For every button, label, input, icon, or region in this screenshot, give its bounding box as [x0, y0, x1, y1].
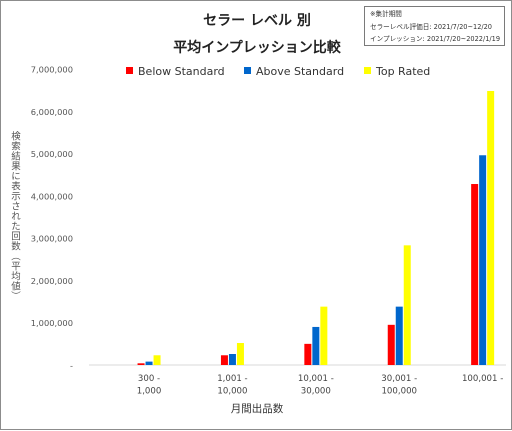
x-tick-label: 1,001 - [217, 374, 247, 384]
y-tick-label: 1,000,000 [31, 318, 73, 328]
legend-label-below-standard: Below Standard [138, 65, 225, 78]
chart-legend: Below Standard Above Standard Top Rated [1, 65, 512, 81]
bar [395, 306, 403, 365]
legend-label-top-rated: Top Rated [376, 65, 431, 78]
legend-item-below-standard: Below Standard [126, 65, 225, 78]
legend-swatch-top-rated [364, 67, 371, 74]
legend-swatch-above-standard [244, 67, 251, 74]
x-tick-label: 300 - [138, 374, 160, 384]
x-tick-label: 10,000 [217, 387, 247, 397]
bar [153, 355, 161, 365]
y-tick-label: 6,000,000 [31, 107, 73, 117]
x-tick-label: 1,000 [137, 387, 162, 397]
y-axis-title-wrap: 検索結果に表示された回数（平均値） [7, 131, 20, 301]
x-tick-label: 30,001 - [381, 374, 417, 384]
x-tick-label: 30,000 [301, 387, 331, 397]
y-tick-label: 3,000,000 [31, 234, 73, 244]
legend-item-above-standard: Above Standard [244, 65, 344, 78]
bar [479, 155, 487, 365]
bar [471, 184, 479, 365]
period-note: ※集計期間 セラーレベル評価日: 2021/7/20~12/20 インプレッショ… [364, 6, 505, 46]
y-tick-label: 7,000,000 [31, 65, 73, 75]
bar [387, 324, 395, 365]
bar [320, 306, 328, 365]
x-axis-title: 月間出品数 [230, 403, 284, 415]
y-axis-title: 検索結果に表示された回数（平均値） [9, 131, 20, 301]
x-tick-label: 100,001 - [462, 374, 503, 384]
bar [137, 363, 145, 365]
bar [312, 326, 320, 365]
y-tick-label: 2,000,000 [31, 276, 73, 286]
bar [403, 245, 411, 365]
x-tick-label: 10,001 - [298, 374, 334, 384]
chart-subtitle: 平均インプレッション比較 [173, 40, 341, 56]
x-tick-label: 100,000 [381, 387, 417, 397]
y-tick-label: 5,000,000 [31, 149, 73, 159]
bar [487, 90, 495, 365]
bar [236, 343, 244, 365]
y-tick-label: 4,000,000 [31, 191, 73, 201]
period-note-line2: インプレッション: 2021/7/20~2022/1/19 [370, 35, 501, 43]
bar [220, 355, 228, 365]
chart-title: セラー レベル 別 [203, 13, 311, 29]
bar [304, 343, 312, 365]
bar [145, 361, 153, 365]
bar [228, 354, 236, 365]
period-note-heading: ※集計期間 [370, 10, 402, 18]
legend-swatch-below-standard [126, 67, 133, 74]
y-tick-label: - [70, 361, 73, 371]
legend-item-top-rated: Top Rated [364, 65, 430, 78]
legend-label-above-standard: Above Standard [256, 65, 345, 78]
period-note-line1: セラーレベル評価日: 2021/7/20~12/20 [370, 22, 492, 31]
